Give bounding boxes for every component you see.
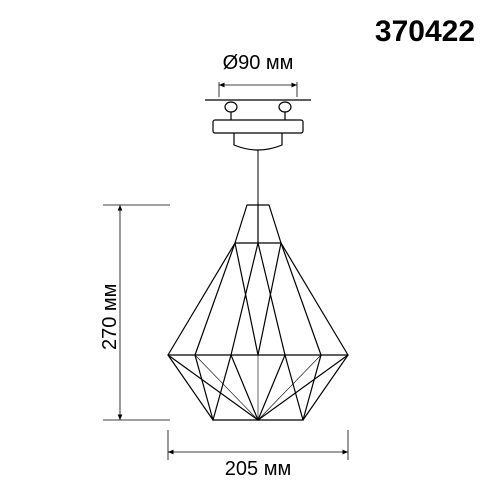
- ceiling-mount: [205, 100, 311, 150]
- dim-width-label: 205 мм: [218, 458, 298, 481]
- technical-drawing: [0, 0, 500, 500]
- dim-height-label: 270 мм: [99, 284, 122, 350]
- lamp-shade: [168, 205, 348, 420]
- dim-top-diameter-label: Ø90 мм: [218, 52, 298, 75]
- dim-top-diameter: [219, 82, 297, 97]
- dim-width: [168, 430, 348, 460]
- product-code: 370422: [375, 15, 475, 49]
